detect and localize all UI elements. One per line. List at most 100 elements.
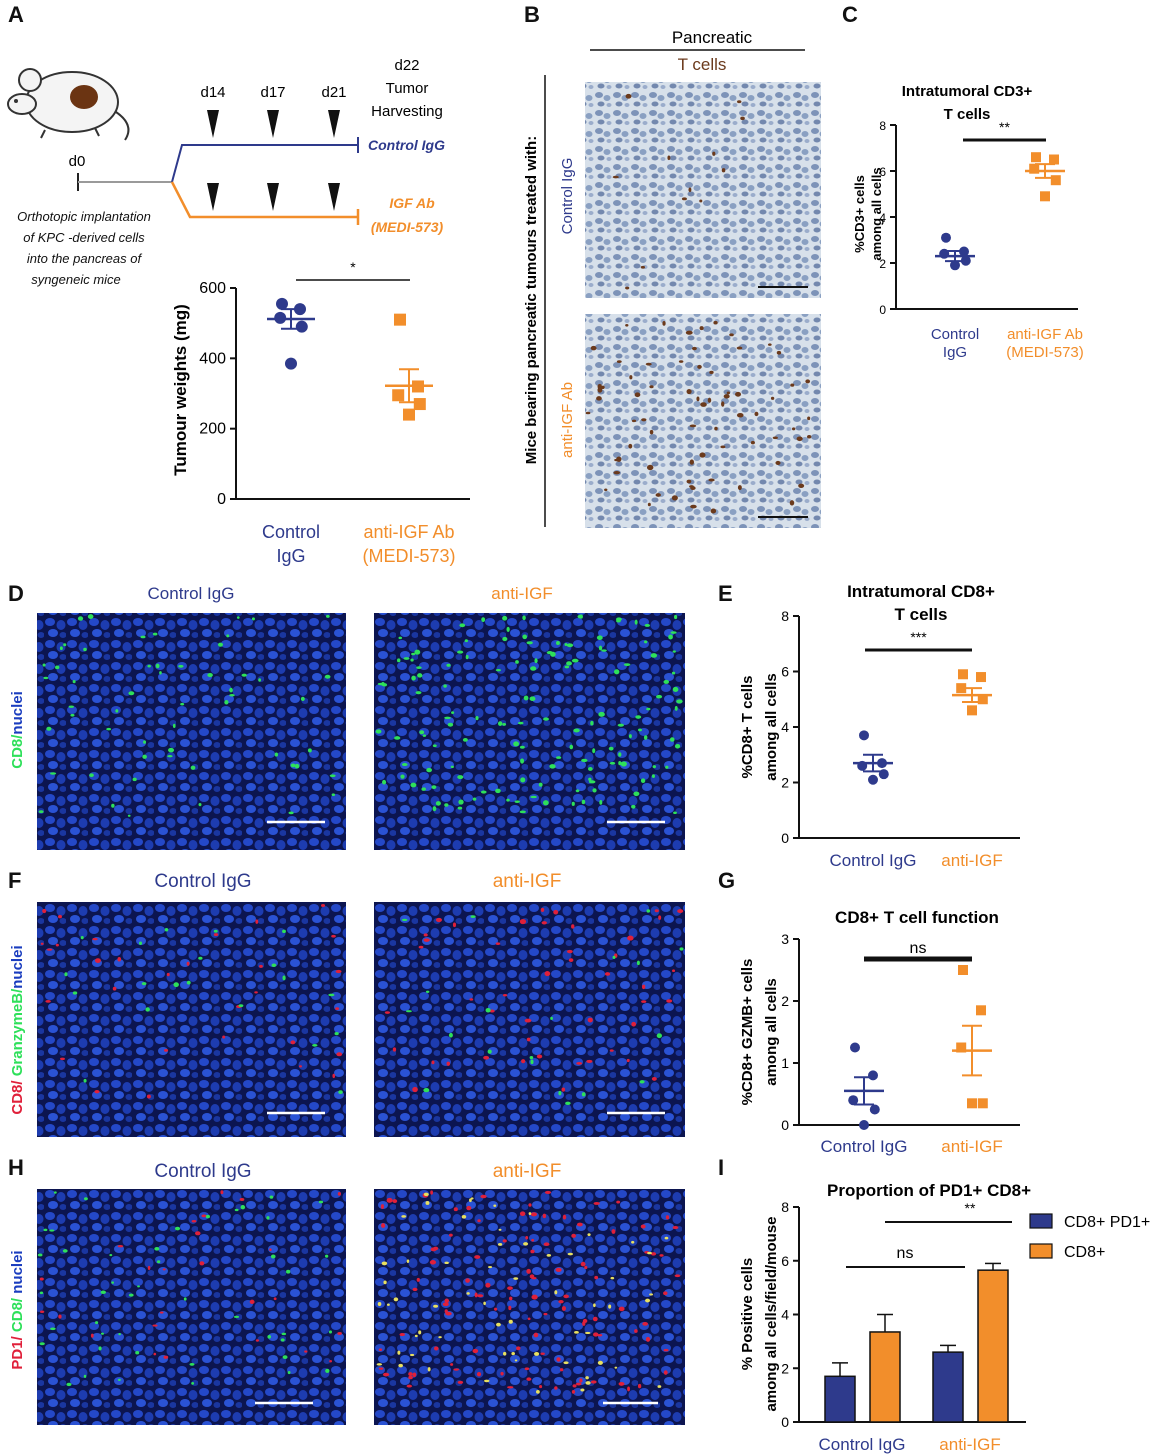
stain-dot (189, 1363, 195, 1366)
ihc-row-1: Control IgG (559, 158, 576, 235)
stain-dot (596, 635, 603, 641)
stain-dot (530, 1249, 535, 1254)
stain-dot (62, 1249, 68, 1253)
stain-dot (100, 1332, 104, 1335)
stain-dot (325, 1368, 330, 1373)
stain-dot (604, 488, 608, 492)
stain-dot (201, 1214, 207, 1218)
stain-dot (191, 1220, 197, 1223)
stain-dot (418, 1330, 422, 1335)
stain-dot (106, 727, 112, 731)
stain-dot (721, 401, 725, 407)
stain-dot (574, 1331, 579, 1334)
stain-dot (538, 782, 543, 787)
label-d21: d21 (321, 84, 346, 101)
stain-dot (558, 1090, 562, 1096)
stain-dot (453, 1368, 460, 1371)
data-point (1040, 191, 1050, 202)
stain-dot (421, 787, 426, 791)
stain-dot (506, 626, 510, 632)
stain-dot (520, 758, 525, 764)
stain-dot (581, 758, 588, 763)
stain-dot (558, 1299, 564, 1304)
injection-arrows (207, 110, 340, 211)
stain-dot (475, 716, 479, 721)
bar (977, 1269, 1009, 1423)
stain-dot (429, 1260, 437, 1265)
label-harvest-2: Harvesting (371, 103, 443, 120)
stain-dot (663, 679, 670, 684)
panel-letter-a: A (8, 2, 24, 27)
stain-dot (147, 664, 151, 668)
stain-dot (98, 1346, 102, 1351)
stain-dot (649, 1293, 654, 1296)
stain-dot (397, 1350, 401, 1355)
stain-dot (199, 1261, 205, 1266)
stain-dot (480, 790, 487, 794)
stain-dot (472, 1348, 479, 1354)
stain-dot (563, 1361, 569, 1365)
stain-dot (536, 1389, 540, 1394)
stain-dot (474, 1255, 481, 1259)
stain-dot (222, 1035, 226, 1039)
stain-dot (571, 1389, 576, 1394)
stain-dot (401, 1215, 407, 1218)
y-tick-label: 4 (781, 1307, 789, 1323)
stain-dot (519, 918, 527, 925)
stain-dot (240, 1205, 246, 1210)
stain-dot (328, 1330, 332, 1334)
stain-dot (386, 1197, 393, 1203)
stain-dot (534, 1351, 540, 1356)
stain-dot (528, 1212, 532, 1215)
data-point (868, 774, 878, 785)
stain-dot (380, 1223, 386, 1228)
stain-dot (423, 938, 430, 942)
stain-dot (423, 933, 428, 937)
stain-dot (180, 702, 185, 706)
stain-dot (586, 1059, 593, 1064)
stain-dot (94, 958, 101, 963)
stain-dot (426, 767, 433, 773)
label-d0: d0 (69, 153, 86, 170)
stain-dot (678, 360, 684, 363)
stain-dot (300, 696, 305, 701)
panel-a-timeline: d0 d14 d17 d21 d22 Tumor Harvesting Cont… (7, 57, 445, 287)
if-f-stain-label: CD8/ GranzymeB/nuclei (9, 945, 26, 1114)
stain-dot (392, 1199, 398, 1204)
stain-dot (419, 730, 425, 735)
y-tick-label: 0 (781, 1414, 789, 1430)
data-point (413, 398, 426, 411)
stain-dot (500, 1371, 504, 1376)
stain-dot (588, 777, 592, 781)
if-stain-dots (37, 614, 684, 1394)
stain-dot (566, 643, 574, 648)
stain-dot (58, 914, 62, 919)
stain-dot (670, 631, 677, 634)
stain-dot (556, 640, 560, 645)
stain-dot (669, 737, 675, 742)
stain-dot (539, 1385, 543, 1389)
stain-dot (502, 636, 508, 642)
chart-title: Intratumoral CD3+ (902, 83, 1033, 100)
y-axis-label: among all cells (763, 673, 780, 781)
stain-dot (487, 1049, 492, 1054)
stain-dot (68, 705, 74, 708)
stain-dot (414, 1334, 418, 1338)
panel-d-if: Control IgG anti-IGF CD8/nuclei (9, 584, 685, 850)
data-point (394, 313, 406, 326)
stain-dot (66, 1382, 72, 1387)
stain-dot (444, 803, 449, 807)
stain-dot (522, 615, 526, 621)
category-label: Control IgG (830, 851, 917, 870)
stain-dot (631, 1021, 637, 1027)
stain-dot (646, 464, 654, 471)
stain-dot (37, 1253, 43, 1257)
stain-dot (616, 1200, 621, 1204)
stain-dot (672, 1225, 679, 1230)
stain-dot (274, 752, 279, 757)
stain-dot (431, 785, 437, 790)
panel-letter-b: B (524, 2, 540, 27)
stain-dot (531, 1294, 538, 1300)
stain-dot (396, 658, 401, 663)
stain-dot (226, 634, 230, 638)
